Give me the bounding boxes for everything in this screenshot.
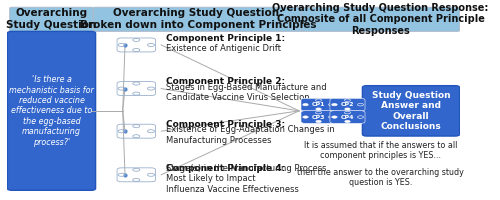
Text: CP1: CP1 [312,102,326,107]
FancyBboxPatch shape [362,86,460,136]
FancyBboxPatch shape [301,98,336,111]
FancyBboxPatch shape [8,31,96,190]
Text: Existence of Antigenic Drift: Existence of Antigenic Drift [166,44,280,53]
Text: CP3: CP3 [312,115,326,120]
Circle shape [344,99,350,102]
Circle shape [358,116,364,118]
Text: Component Principle 4:: Component Principle 4: [166,164,285,173]
Text: Component Principle 1:: Component Principle 1: [166,34,285,43]
Text: Component Principle 3:: Component Principle 3: [166,120,285,129]
Text: CP4: CP4 [340,115,354,120]
Text: Study Question
Answer and
Overall
Conclusions: Study Question Answer and Overall Conclu… [372,91,450,131]
Circle shape [316,108,321,110]
FancyBboxPatch shape [330,98,365,111]
Text: Overarching Study Question:
Broken down into Component Principles: Overarching Study Question: Broken down … [80,8,316,30]
Circle shape [303,103,308,106]
Circle shape [316,111,322,114]
FancyBboxPatch shape [10,7,94,31]
Text: 'Is there a
mechanistic basis for
reduced vaccine
effectiveness due to
the egg-b: 'Is there a mechanistic basis for reduce… [9,75,94,147]
Text: Component Principle 2:: Component Principle 2: [166,77,285,86]
Text: It is assumed that if the answers to all
component principles is YES...: It is assumed that if the answers to all… [304,141,457,160]
Circle shape [344,111,350,114]
FancyBboxPatch shape [94,7,304,31]
Circle shape [303,116,308,118]
Text: then the answer to the overarching study
question is YES.: then the answer to the overarching study… [297,168,464,187]
Text: Overarching Study Question Response:
Composite of all Component Principle
Respon: Overarching Study Question Response: Com… [272,3,488,36]
Circle shape [332,116,337,118]
Text: CP2: CP2 [340,102,354,107]
Circle shape [345,108,350,110]
Text: Existence of Egg-Adaptation Changes in
Manufacturing Processes: Existence of Egg-Adaptation Changes in M… [166,125,334,145]
FancyBboxPatch shape [301,111,336,123]
Circle shape [328,116,334,118]
FancyBboxPatch shape [330,111,365,123]
Circle shape [328,103,334,106]
Text: Stages in Egg-Based Manufacture and
Candidate Vaccine Virus Selection: Stages in Egg-Based Manufacture and Cand… [166,83,326,102]
Text: Stage(s) in the Manufacturing Process
Most Likely to Impact
Influenza Vaccine Ef: Stage(s) in the Manufacturing Process Mo… [166,164,326,194]
Circle shape [316,99,322,102]
Circle shape [332,103,337,106]
Circle shape [316,120,321,123]
Circle shape [345,120,350,123]
FancyBboxPatch shape [302,7,460,31]
Circle shape [358,103,364,106]
Text: Overarching
Study Question: Overarching Study Question [6,8,96,30]
